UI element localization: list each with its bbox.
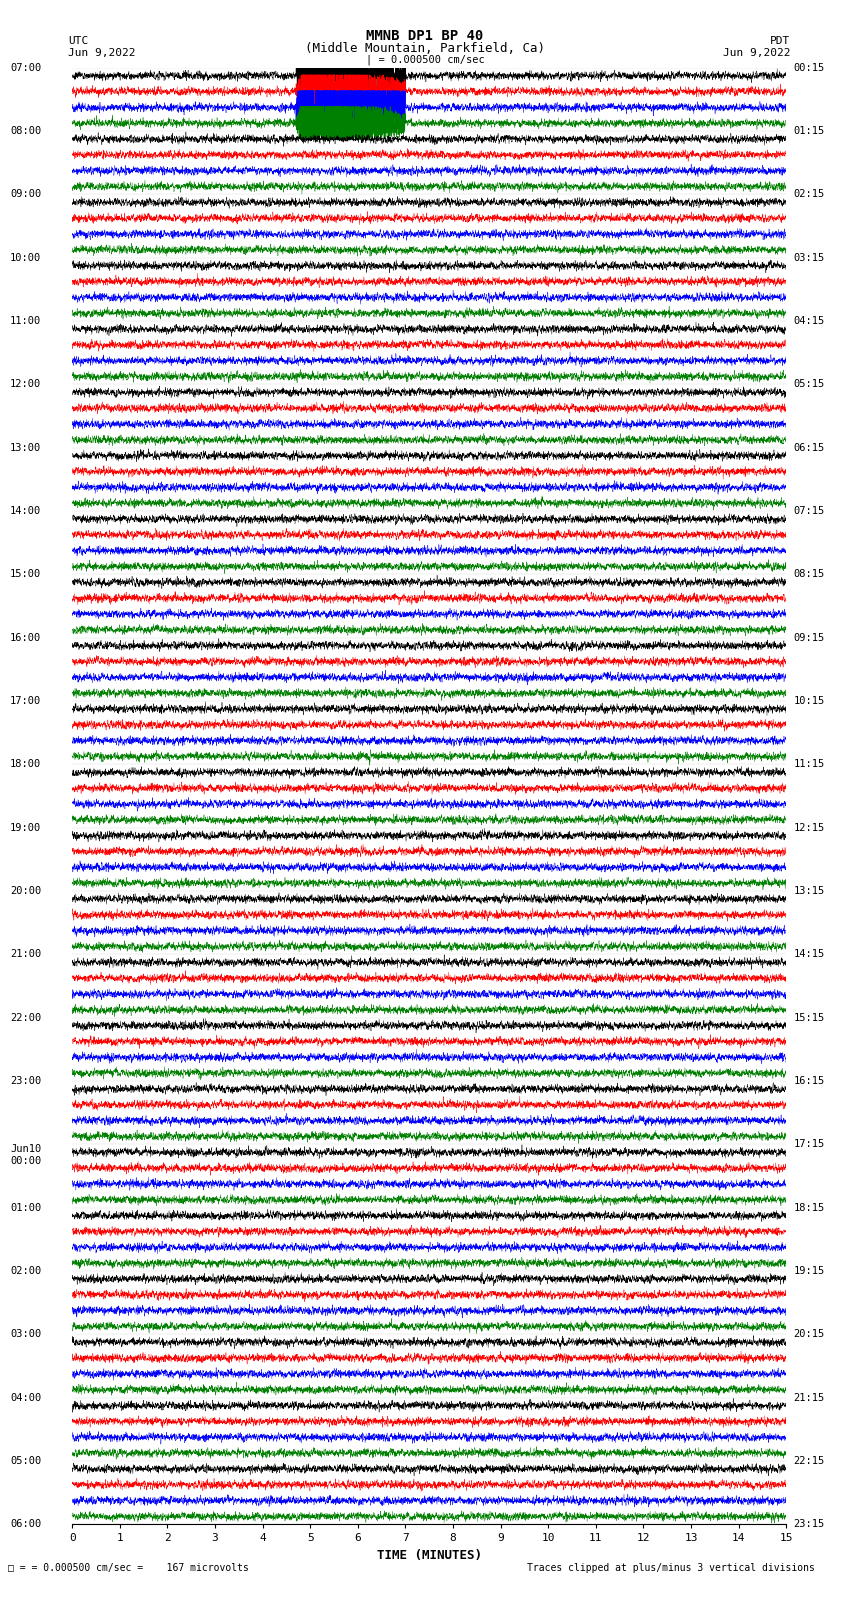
Text: 21:00: 21:00 [10,950,42,960]
Text: 03:15: 03:15 [793,253,824,263]
Text: 05:15: 05:15 [793,379,824,389]
Text: 20:15: 20:15 [793,1329,824,1339]
Text: 08:15: 08:15 [793,569,824,579]
Text: □ = = 0.000500 cm/sec =    167 microvolts: □ = = 0.000500 cm/sec = 167 microvolts [8,1563,249,1573]
Text: 15:00: 15:00 [10,569,42,579]
Text: 14:00: 14:00 [10,506,42,516]
Text: 01:15: 01:15 [793,126,824,135]
Text: 02:00: 02:00 [10,1266,42,1276]
Text: 01:00: 01:00 [10,1203,42,1213]
Text: 06:15: 06:15 [793,442,824,453]
Text: 00:15: 00:15 [793,63,824,73]
Text: 16:15: 16:15 [793,1076,824,1086]
Text: PDT: PDT [770,35,790,47]
Text: UTC: UTC [68,35,88,47]
Text: Jun10
00:00: Jun10 00:00 [10,1144,42,1166]
Text: 13:00: 13:00 [10,442,42,453]
Text: Jun 9,2022: Jun 9,2022 [723,48,791,58]
Text: 18:15: 18:15 [793,1203,824,1213]
Text: 05:00: 05:00 [10,1457,42,1466]
Text: 22:00: 22:00 [10,1013,42,1023]
Text: 23:00: 23:00 [10,1076,42,1086]
Text: 21:15: 21:15 [793,1392,824,1403]
Text: 06:00: 06:00 [10,1519,42,1529]
Text: 17:00: 17:00 [10,697,42,706]
Text: 08:00: 08:00 [10,126,42,135]
Text: 11:00: 11:00 [10,316,42,326]
Text: 09:15: 09:15 [793,632,824,642]
Text: 22:15: 22:15 [793,1457,824,1466]
Text: 12:00: 12:00 [10,379,42,389]
Text: 14:15: 14:15 [793,950,824,960]
Text: 16:00: 16:00 [10,632,42,642]
Text: 18:00: 18:00 [10,760,42,769]
Text: 12:15: 12:15 [793,823,824,832]
Text: 19:00: 19:00 [10,823,42,832]
Text: 07:00: 07:00 [10,63,42,73]
Text: MMNB DP1 BP 40: MMNB DP1 BP 40 [366,29,484,44]
Text: 19:15: 19:15 [793,1266,824,1276]
Text: 13:15: 13:15 [793,886,824,895]
Text: Traces clipped at plus/minus 3 vertical divisions: Traces clipped at plus/minus 3 vertical … [527,1563,815,1573]
X-axis label: TIME (MINUTES): TIME (MINUTES) [377,1548,482,1561]
Text: 17:15: 17:15 [793,1139,824,1150]
Text: 11:15: 11:15 [793,760,824,769]
Text: 23:15: 23:15 [793,1519,824,1529]
Text: 10:00: 10:00 [10,253,42,263]
Text: | = 0.000500 cm/sec: | = 0.000500 cm/sec [366,55,484,65]
Text: (Middle Mountain, Parkfield, Ca): (Middle Mountain, Parkfield, Ca) [305,42,545,55]
Text: 04:00: 04:00 [10,1392,42,1403]
Text: 20:00: 20:00 [10,886,42,895]
Text: Jun 9,2022: Jun 9,2022 [68,48,135,58]
Text: 15:15: 15:15 [793,1013,824,1023]
Text: 07:15: 07:15 [793,506,824,516]
Text: 02:15: 02:15 [793,189,824,200]
Text: 10:15: 10:15 [793,697,824,706]
Text: 04:15: 04:15 [793,316,824,326]
Text: 09:00: 09:00 [10,189,42,200]
Text: 03:00: 03:00 [10,1329,42,1339]
